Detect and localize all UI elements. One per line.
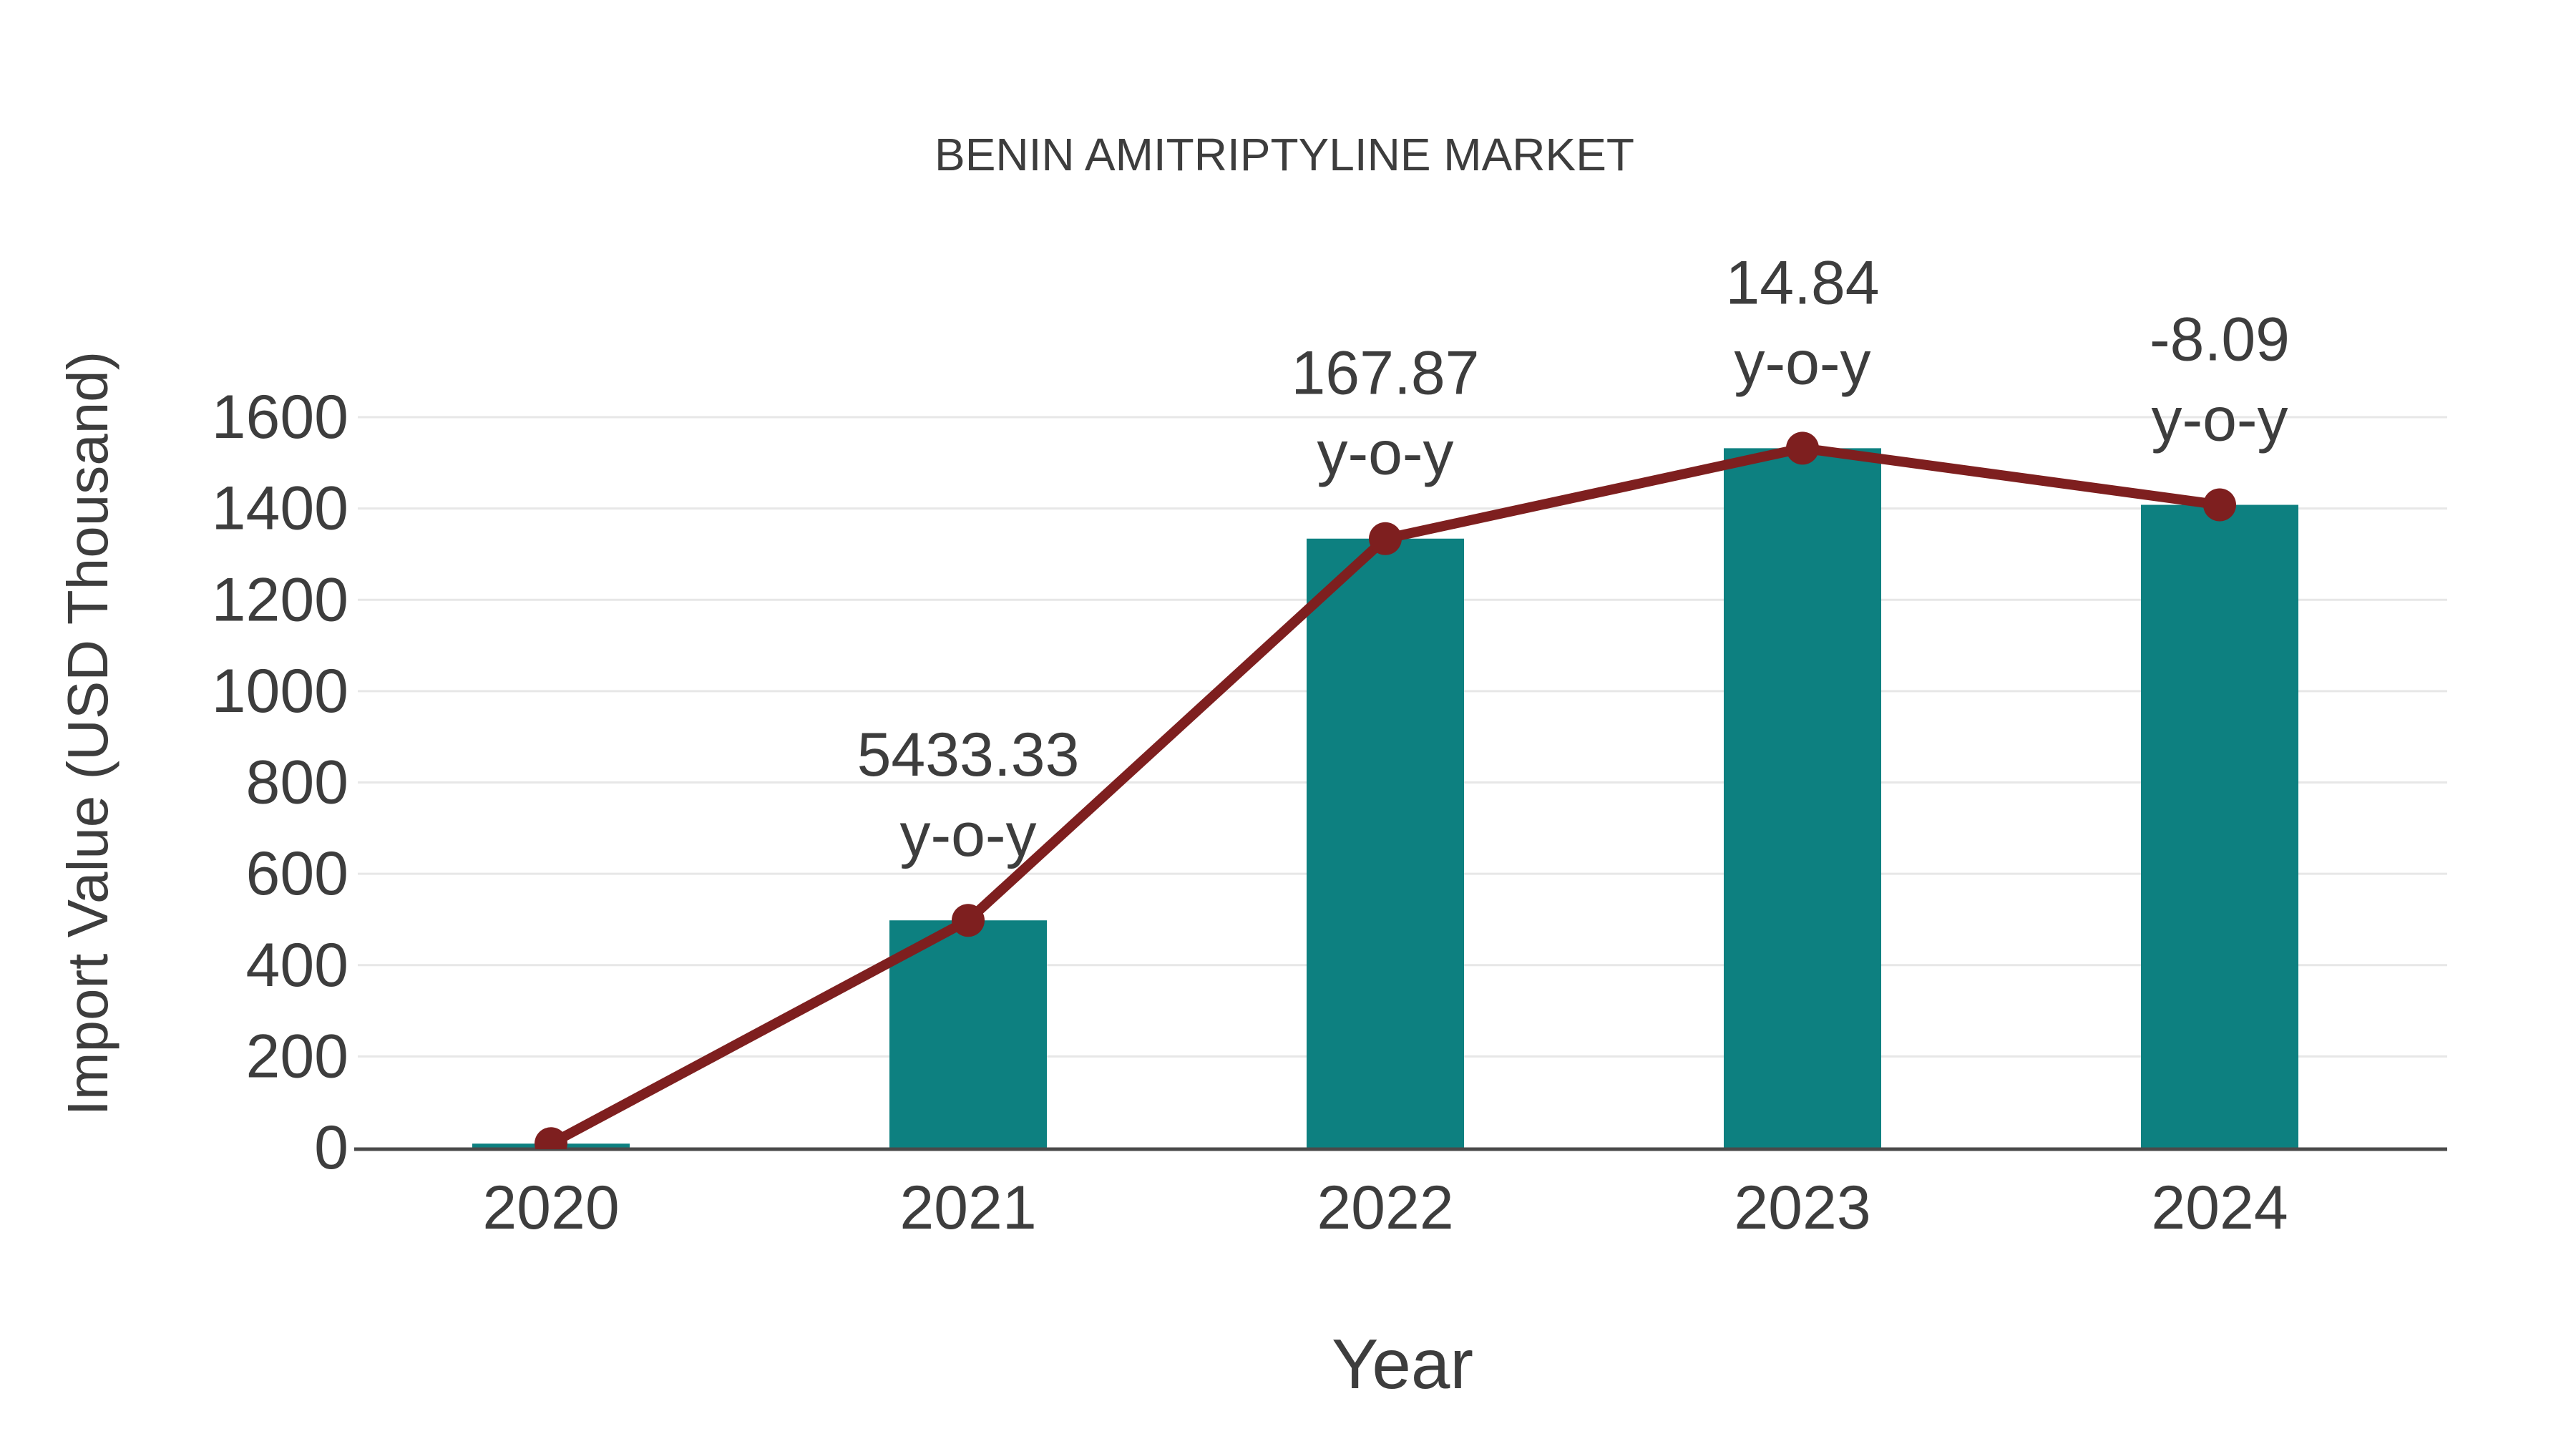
y-tick-label: 800 — [246, 748, 349, 817]
x-tick-label: 2024 — [2151, 1174, 2288, 1242]
x-tick-label: 2022 — [1317, 1174, 1453, 1242]
line-marker — [535, 1127, 567, 1149]
y-tick-label: 1000 — [212, 657, 348, 726]
annotation-value: -8.09 — [2150, 306, 2290, 374]
chart-title: BENIN AMITRIPTYLINE MARKET — [935, 129, 1634, 180]
y-tick-label: 200 — [246, 1022, 349, 1091]
bars-group — [472, 448, 2298, 1148]
annotation-suffix: y-o-y — [2151, 386, 2288, 454]
y-tick-label: 1400 — [212, 474, 348, 543]
y-tick-label: 0 — [314, 1113, 348, 1182]
bar — [1724, 448, 1881, 1148]
line-marker — [2203, 488, 2236, 522]
bar — [889, 920, 1047, 1148]
annotation-value: 167.87 — [1291, 339, 1479, 408]
x-tick-labels-group: 2020 2021 2022 2023 2024 — [482, 1174, 2288, 1242]
annotation-suffix: y-o-y — [899, 801, 1036, 869]
y-tick-label: 1200 — [212, 565, 348, 634]
annotations-group: 5433.33 y-o-y 167.87 y-o-y 14.84 y-o-y -8.09 y-… — [857, 248, 2290, 869]
line-marker — [952, 904, 985, 937]
bar — [1307, 538, 1464, 1148]
y-tick-labels-group: 0 200 400 600 800 1000 1200 1400 1600 — [212, 383, 348, 1182]
line-marker — [1786, 431, 1819, 465]
annotation-suffix: y-o-y — [1734, 328, 1870, 397]
line-marker — [1369, 522, 1402, 555]
y-tick-label: 600 — [246, 839, 349, 908]
annotation-value: 5433.33 — [857, 721, 1080, 789]
annotation-suffix: y-o-y — [1317, 419, 1453, 488]
x-tick-label: 2021 — [899, 1174, 1036, 1242]
bar — [2141, 504, 2298, 1148]
annotation-value: 14.84 — [1725, 248, 1879, 317]
x-axis-title: Year — [1332, 1324, 1473, 1403]
y-axis-title: Import Value (USD Thousand) — [56, 351, 119, 1116]
x-tick-label: 2023 — [1734, 1174, 1870, 1242]
line-series-group — [535, 431, 2236, 1149]
x-tick-label: 2020 — [482, 1174, 619, 1242]
y-tick-label: 1600 — [212, 383, 348, 452]
y-tick-label: 400 — [246, 931, 349, 1000]
